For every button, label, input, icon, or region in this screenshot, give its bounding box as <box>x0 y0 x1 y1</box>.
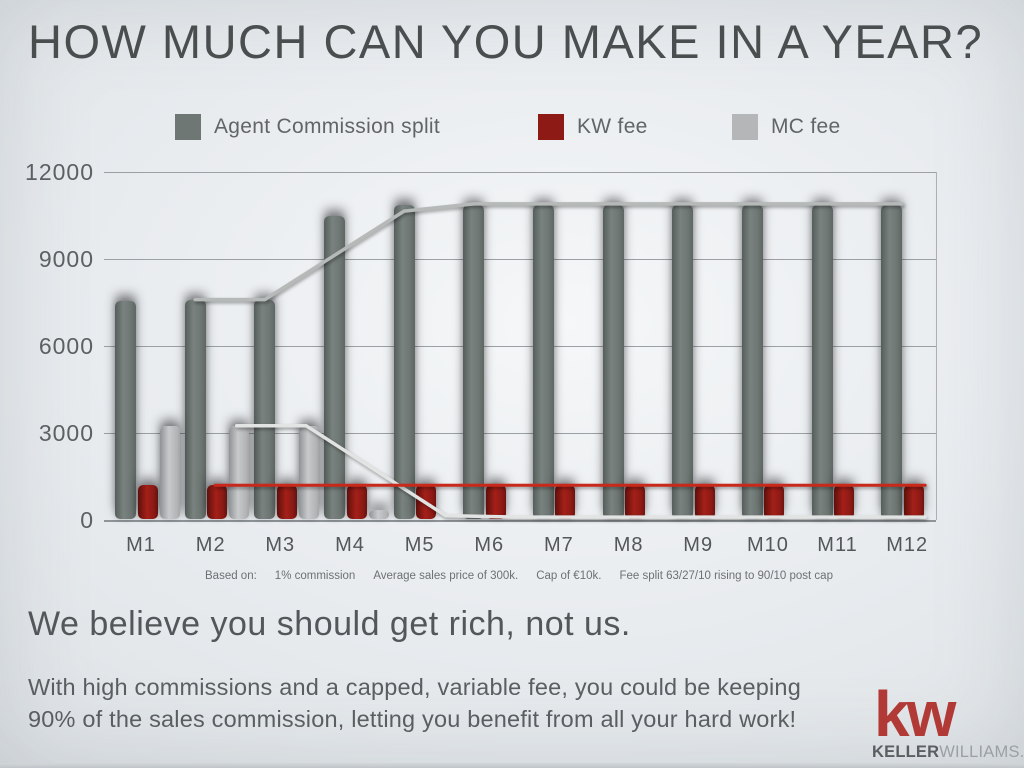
y-axis-label: 9000 <box>38 246 94 272</box>
y-axis-label: 0 <box>80 507 94 533</box>
kw-fee-bar-M12 <box>903 485 924 519</box>
x-axis-label-M11: M11 <box>817 534 858 556</box>
logo-keller: KELLER <box>872 743 940 762</box>
x-axis-label-M10: M10 <box>746 534 789 556</box>
mc-fee-bar-M4 <box>368 509 389 519</box>
footnote-part: Fee split 63/27/10 rising to 90/10 post … <box>619 570 833 582</box>
body-line-1: With high commissions and a capped, vari… <box>28 674 801 700</box>
x-axis-label-M6: M6 <box>474 534 505 556</box>
slide-body-text: With high commissions and a capped, vari… <box>28 671 801 735</box>
agent-commission-bar-M6 <box>463 205 485 519</box>
kw-fee-bar-M3 <box>276 485 297 519</box>
agent-commission-bar-M9 <box>672 205 694 519</box>
mc-fee-swatch <box>732 114 758 140</box>
kw-fee-bar-M8 <box>625 485 646 519</box>
agent-commission-bar-M12 <box>881 205 903 519</box>
kw-fee-bar-M5 <box>416 485 437 519</box>
y-axis-label: 6000 <box>38 333 94 359</box>
kw-fee-bar-M1 <box>137 485 158 519</box>
slide-bottom-edge <box>0 763 1024 768</box>
legend-label: Agent Commission split <box>214 115 441 138</box>
x-axis-label-M2: M2 <box>195 534 226 556</box>
kw-fee-bar-M4 <box>346 485 367 519</box>
mc-fee-bar-M1 <box>159 425 180 520</box>
agent-commission-bar-M5 <box>393 205 415 519</box>
kw-fee-swatch <box>538 114 564 140</box>
gridline-12000 <box>104 172 936 173</box>
x-axis-label-M12: M12 <box>886 534 929 556</box>
kw-fee-bar-M9 <box>694 485 715 519</box>
x-axis-label-M3: M3 <box>265 534 296 556</box>
kw-fee-bar-M11 <box>834 485 854 519</box>
kw-logo-mark: kw <box>874 678 956 750</box>
kw-fee-bar-M10 <box>764 485 785 519</box>
footnote-part: Average sales price of 300k. <box>373 570 519 582</box>
y-axis-label: 12000 <box>25 159 94 185</box>
x-axis-line <box>104 520 936 522</box>
legend-item-kw-fee: KW fee <box>538 113 648 141</box>
agent-commission-bar-M8 <box>602 205 624 519</box>
x-axis-label-M4: M4 <box>335 534 365 556</box>
kw-logo-wordmark: KELLERWILLIAMS. <box>872 743 1024 762</box>
agent-commission-swatch <box>175 114 201 140</box>
footnote-part: Cap of €10k. <box>536 570 602 582</box>
keller-williams-logo: kw KELLERWILLIAMS. <box>872 678 1024 762</box>
logo-williams: WILLIAMS. <box>939 743 1024 762</box>
agent-commission-bar-M11 <box>811 205 833 519</box>
agent-commission-bar-M1 <box>115 301 136 519</box>
legend-label: KW fee <box>577 115 648 138</box>
x-axis-label-M1: M1 <box>126 534 156 556</box>
y-axis-label: 3000 <box>38 420 94 446</box>
gridline-6000 <box>104 346 936 347</box>
body-line-2: 90% of the sales commission, letting you… <box>28 706 797 732</box>
x-axis-label-M8: M8 <box>613 534 644 556</box>
kw-fee-bar-M6 <box>485 485 506 519</box>
mc-fee-bar-M2 <box>229 425 250 520</box>
mc-fee-bar-M3 <box>298 425 319 520</box>
agent-commission-bar-M2 <box>184 299 206 519</box>
footnote-part: 1% commission <box>274 570 356 582</box>
x-axis-label-M9: M9 <box>683 534 714 556</box>
kw-fee-bar-M2 <box>207 485 228 519</box>
legend-label: MC fee <box>771 115 841 138</box>
plot-right-border <box>936 172 937 520</box>
agent-commission-bar-M3 <box>254 299 276 519</box>
kw-fee-bar-M7 <box>555 485 576 519</box>
agent-commission-bar-M4 <box>324 215 345 519</box>
agent-commission-bar-M7 <box>532 205 554 519</box>
legend-item-mc-fee: MC fee <box>732 113 841 141</box>
x-axis-label-M7: M7 <box>543 534 574 556</box>
slide-title: HOW MUCH CAN YOU MAKE IN A YEAR? <box>28 15 984 68</box>
chart-footnote: Based on: 1% commission Average sales pr… <box>205 570 833 582</box>
x-axis-label-M5: M5 <box>404 534 435 556</box>
agent-commission-bar-M10 <box>741 205 763 519</box>
legend-item-agent-commission: Agent Commission split <box>175 113 440 141</box>
footnote-part: Based on: <box>205 570 257 582</box>
slide-headline: We believe you should get rich, not us. <box>28 605 631 643</box>
